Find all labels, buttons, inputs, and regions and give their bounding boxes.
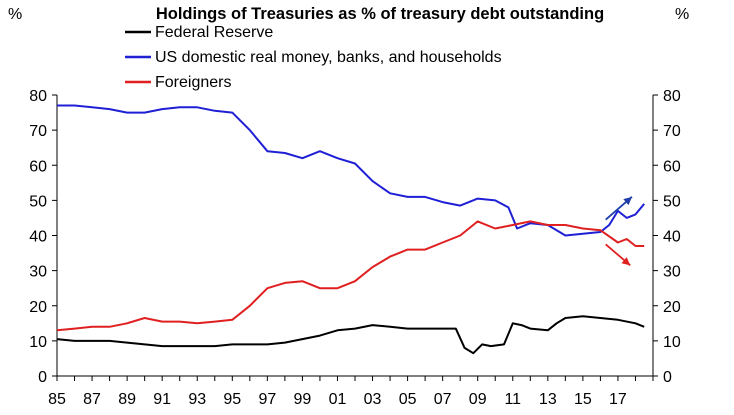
x-tick-label: 07	[434, 391, 452, 408]
series-line-federal-reserve	[56, 315, 645, 355]
x-tick-label: 87	[83, 391, 101, 408]
right-axis-unit: %	[675, 6, 689, 23]
x-tick-label: 13	[539, 391, 557, 408]
x-tick-label: 89	[118, 391, 136, 408]
left-y-tick-label: 80	[29, 88, 47, 105]
right-y-tick-label: 20	[663, 299, 681, 316]
right-y-tick-label: 0	[663, 369, 672, 386]
x-tick-label: 09	[469, 391, 487, 408]
right-y-tick-label: 70	[663, 123, 681, 140]
x-tick-label: 93	[188, 391, 206, 408]
x-tick-label: 85	[48, 391, 66, 408]
right-y-tick-label: 80	[663, 88, 681, 105]
left-y-tick-label: 50	[29, 193, 47, 210]
x-tick-label: 99	[294, 391, 312, 408]
series-line-foreigners	[56, 220, 645, 332]
right-y-tick-label: 60	[663, 158, 681, 175]
x-tick-label: 95	[223, 391, 241, 408]
left-y-tick-label: 20	[29, 299, 47, 316]
left-axis-unit: %	[8, 6, 22, 23]
legend: Federal Reserve US domestic real money, b…	[125, 24, 502, 91]
left-y-tick-label: 0	[38, 369, 47, 386]
left-y-tick-label: 40	[29, 229, 47, 246]
annotations	[605, 196, 633, 267]
legend-label: Foreigners	[155, 74, 231, 91]
right-y-tick-label: 50	[663, 193, 681, 210]
x-tick-label: 15	[574, 391, 592, 408]
x-tick-label: 11	[504, 391, 521, 408]
right-y-tick-label: 40	[663, 229, 681, 246]
series-line-us-domestic-real-money-banks-and-households	[57, 104, 645, 237]
plot-area	[56, 104, 645, 355]
x-tick-label: 01	[329, 391, 347, 408]
legend-label: Federal Reserve	[155, 24, 273, 41]
right-y-tick-label: 10	[663, 334, 681, 351]
left-y-tick-label: 30	[29, 264, 47, 281]
trend-arrow-head	[623, 196, 632, 206]
x-tick-label: 17	[609, 391, 627, 408]
left-y-tick-label: 70	[29, 123, 47, 140]
legend-label: US domestic real money, banks, and house…	[155, 49, 502, 66]
chart-title: Holdings of Treasuries as % of treasury …	[156, 5, 604, 23]
right-y-tick-label: 30	[663, 264, 681, 281]
x-tick-label: 91	[153, 391, 171, 408]
x-tick-label: 97	[258, 391, 276, 408]
x-tick-label: 03	[364, 391, 382, 408]
left-y-tick-label: 60	[29, 158, 47, 175]
x-tick-label: 05	[399, 391, 417, 408]
trend-arrow-head	[621, 257, 631, 266]
left-y-tick-label: 10	[29, 334, 47, 351]
